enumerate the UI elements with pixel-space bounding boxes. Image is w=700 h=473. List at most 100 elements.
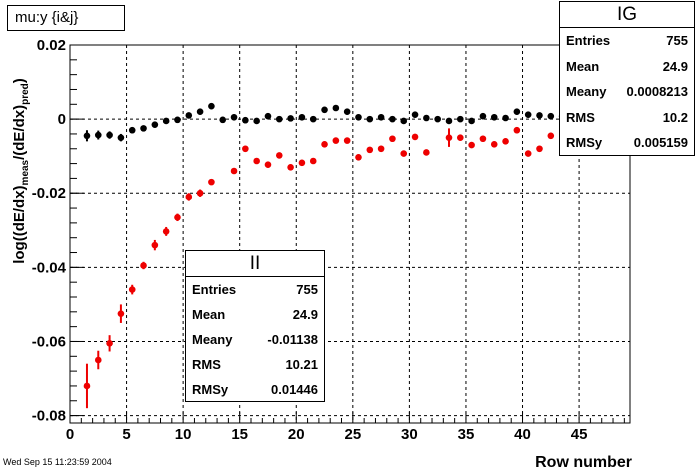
stats-row-mean: Mean 24.9 xyxy=(560,54,694,80)
data-point xyxy=(502,114,509,122)
data-point xyxy=(275,115,283,123)
data-point xyxy=(411,111,419,118)
data-point xyxy=(230,113,238,121)
stats-box-ig: IG Entries 755 Mean 24.9 Meany 0.0008213 RM… xyxy=(559,1,695,156)
stats-label: Meany xyxy=(566,84,607,100)
stats-value: 24.9 xyxy=(662,58,688,74)
data-point xyxy=(524,111,532,118)
data-point xyxy=(400,150,408,157)
data-point xyxy=(479,135,487,143)
series-ig xyxy=(83,102,566,142)
data-point xyxy=(151,121,159,128)
y-label-part-log: log((dE/dx) xyxy=(11,185,28,263)
y-tick-label: -0.06 xyxy=(32,333,66,350)
data-point xyxy=(490,113,498,121)
stats-label: Mean xyxy=(192,307,226,322)
data-point xyxy=(174,214,181,221)
data-point xyxy=(423,149,430,156)
x-tick-label: 35 xyxy=(458,426,475,443)
x-tick-label: 10 xyxy=(175,426,192,443)
stats-label: Entries xyxy=(192,282,237,297)
data-point xyxy=(264,112,272,120)
data-series xyxy=(83,102,566,409)
histogram-title: mu:y {i&j} xyxy=(7,5,125,31)
data-point xyxy=(309,157,317,165)
data-point xyxy=(366,115,374,123)
data-point xyxy=(547,132,555,140)
y-tick-label: -0.08 xyxy=(32,408,66,425)
data-point xyxy=(253,117,260,125)
data-point xyxy=(151,241,159,249)
data-point xyxy=(332,137,340,144)
data-point xyxy=(162,117,170,125)
data-point xyxy=(298,113,306,121)
stats-row-entries: Entries 755 xyxy=(560,28,694,54)
series-ii xyxy=(83,126,555,409)
data-point xyxy=(366,146,374,154)
data-point xyxy=(536,145,543,153)
data-point xyxy=(106,131,113,139)
data-point xyxy=(253,157,260,165)
data-point xyxy=(389,135,396,143)
x-tick-label: 45 xyxy=(571,426,588,443)
stats-value: 755 xyxy=(296,282,318,297)
data-point xyxy=(389,115,396,123)
data-point xyxy=(94,131,102,139)
data-point xyxy=(208,102,215,110)
stats-value: 755 xyxy=(666,33,688,49)
x-tick-label: 20 xyxy=(288,426,305,443)
stats-value: 0.0008213 xyxy=(626,84,688,100)
data-point xyxy=(83,382,91,390)
data-point xyxy=(185,193,193,201)
data-point xyxy=(355,153,362,161)
data-point xyxy=(513,108,521,116)
data-point xyxy=(343,108,351,116)
data-point xyxy=(174,116,181,124)
stats-value: 0.01446 xyxy=(271,382,318,397)
data-point xyxy=(275,152,283,159)
x-tick-labels: 0 5 10 15 20 25 30 35 40 45 xyxy=(66,426,588,443)
grid-lines xyxy=(70,44,630,423)
x-axis-label: Row number xyxy=(535,454,632,471)
data-point xyxy=(434,115,441,123)
stats-value: 10.2 xyxy=(662,109,688,125)
data-point xyxy=(162,228,170,235)
stats-value: 24.9 xyxy=(292,307,318,322)
stats-row-meany: Meany 0.0008213 xyxy=(560,79,694,105)
stats-row-meany: Meany -0.01138 xyxy=(186,327,324,352)
stats-title-ii: II xyxy=(186,251,324,277)
data-point xyxy=(230,167,238,175)
svg-text:log((dE/dx)meas/(dE/dx)pred): log((dE/dx)meas/(dE/dx)pred) xyxy=(11,78,31,264)
stats-row-rmsy: RMSy 0.005159 xyxy=(560,130,694,156)
y-label-part-div: /(dE/dx) xyxy=(11,105,28,160)
data-point xyxy=(321,106,328,114)
data-point xyxy=(117,310,125,317)
plot-frame xyxy=(69,44,631,424)
data-point xyxy=(524,150,532,157)
stats-title-ig: IG xyxy=(560,2,694,28)
stats-label: Mean xyxy=(566,58,600,74)
data-point xyxy=(208,178,215,186)
stats-label: RMSy xyxy=(566,135,603,151)
stats-label: Entries xyxy=(566,33,611,49)
data-point xyxy=(83,132,91,140)
data-point xyxy=(536,112,543,119)
data-point xyxy=(128,126,136,134)
stats-row-rmsy: RMSy 0.01446 xyxy=(186,377,324,402)
data-point xyxy=(117,134,125,141)
data-point xyxy=(196,189,204,197)
data-point xyxy=(411,133,419,141)
data-point xyxy=(479,112,487,120)
histogram-title-text: mu:y {i&j} xyxy=(15,9,79,26)
data-point xyxy=(377,145,385,153)
data-point xyxy=(490,141,498,148)
data-point xyxy=(264,161,272,168)
y-label-sub-pred: pred xyxy=(20,83,31,105)
axis-ticks xyxy=(69,44,625,423)
y-tick-label: -0.02 xyxy=(32,185,66,202)
stats-value: 0.005159 xyxy=(633,135,688,151)
y-tick-label: 0.02 xyxy=(37,37,66,54)
data-point xyxy=(309,115,317,123)
data-point xyxy=(94,356,102,364)
